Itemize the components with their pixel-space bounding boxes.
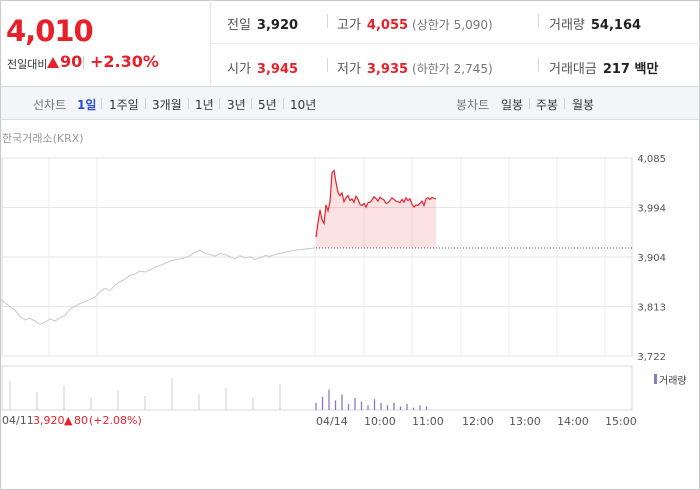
prev-close: 전일 3,920 <box>227 14 298 33</box>
candle-weekly[interactable]: 주봉 <box>536 98 559 112</box>
high-label: 고가 <box>337 18 361 33</box>
x-tick-label: 11:00 <box>412 415 444 428</box>
footer-prev-close: 3,920 <box>33 414 65 427</box>
change-value: 90 <box>60 52 83 71</box>
trade-value-label: 거래대금 <box>549 62 597 77</box>
current-price: 4,010 <box>6 14 94 48</box>
volume: 거래량 54,164 <box>549 14 641 33</box>
chart-toolbar: 선차트 1일 1주일 3개월 1년 3년 5년 10년 봉차트 일봉 주봉 월봉 <box>1 87 699 120</box>
upper-limit: (상한가 5,090) <box>412 18 493 32</box>
up-triangle-icon <box>47 57 59 68</box>
divider <box>283 98 284 109</box>
divider <box>101 98 102 109</box>
volume-label: 거래량 <box>549 18 585 33</box>
trade-value: 거래대금 217 백만 <box>549 58 658 77</box>
data-source: 한국거래소(KRX) <box>2 132 84 145</box>
price-lines <box>0 169 632 325</box>
range-1y[interactable]: 1년 <box>195 98 214 112</box>
volume-bars <box>9 378 428 410</box>
range-1w[interactable]: 1주일 <box>109 98 139 112</box>
trade-value-value: 217 백만 <box>602 62 659 77</box>
prev-day-line <box>0 247 316 325</box>
divider <box>327 14 328 28</box>
y-tick-label: 3,722 <box>637 352 666 363</box>
price-box: 4,010 전일대비 90 +2.30% <box>0 0 211 86</box>
low-price: 저가 3,935 (하한가 2,745) <box>337 58 493 77</box>
open-price: 시가 3,945 <box>227 58 298 77</box>
range-5y[interactable]: 5년 <box>258 98 277 112</box>
x-tick-label: 10:00 <box>364 415 396 428</box>
open-value: 3,945 <box>256 62 299 77</box>
divider <box>251 98 252 109</box>
x-tick-label: 14:00 <box>557 415 589 428</box>
high-value: 4,055 <box>366 18 409 33</box>
divider <box>188 98 189 109</box>
candle-chart-label: 봉차트 <box>456 98 490 112</box>
divider <box>145 98 146 109</box>
prev-close-value: 3,920 <box>256 18 299 33</box>
today-area <box>316 170 436 248</box>
high-price: 고가 4,055 (상한가 5,090) <box>337 14 493 33</box>
divider <box>529 98 530 109</box>
volume-value: 54,164 <box>590 18 642 33</box>
divider <box>219 98 220 109</box>
y-tick-label: 3,994 <box>637 204 666 215</box>
range-3y[interactable]: 3년 <box>227 98 246 112</box>
open-label: 시가 <box>227 62 251 77</box>
divider <box>538 58 539 72</box>
y-axis-ticks: 4,085 3,994 3,904 3,813 3,722 04/14 10:00 11:00… <box>316 154 666 428</box>
volume-legend-label: 거래량 <box>659 376 687 387</box>
footer-change-pct: (+2.08%) <box>89 414 142 427</box>
lower-limit: (하한가 2,745) <box>412 62 493 76</box>
prev-close-label: 전일 <box>227 18 251 33</box>
range-3m[interactable]: 3개월 <box>152 98 182 112</box>
range-10y[interactable]: 10년 <box>290 98 317 112</box>
divider <box>83 56 84 69</box>
x-tick-label: 13:00 <box>509 415 541 428</box>
info-row-2: 시가 3,945 저가 3,935 (하한가 2,745) 거래대금 217 백만 <box>211 44 700 87</box>
candle-monthly[interactable]: 월봉 <box>572 98 595 112</box>
x-tick-label: 12:00 <box>462 415 494 428</box>
today-price-line <box>315 169 437 238</box>
chart-grid <box>1 157 633 411</box>
line-chart-label: 선차트 <box>33 98 67 112</box>
divider <box>564 98 565 109</box>
footer-change: 80 <box>74 414 88 427</box>
range-1d[interactable]: 1일 <box>77 98 97 112</box>
divider <box>327 58 328 72</box>
y-tick-label: 3,904 <box>637 253 666 264</box>
low-value: 3,935 <box>366 62 409 77</box>
footer-up-icon: ▲ <box>64 414 73 427</box>
divider <box>538 14 539 28</box>
volume-legend-icon <box>654 374 657 384</box>
quote-header: 4,010 전일대비 90 +2.30% 전일 3,920 고가 4,055 (상한가… <box>0 0 700 87</box>
x-tick-label: 04/14 <box>316 415 348 428</box>
x-tick-label: 15:00 <box>605 415 637 428</box>
change-label: 전일대비 <box>7 58 48 71</box>
footer-date: 04/11 <box>2 414 34 427</box>
low-label: 저가 <box>337 62 361 77</box>
info-row-1: 전일 3,920 고가 4,055 (상한가 5,090) 거래량 54,164 <box>211 0 700 44</box>
volume-panel <box>1 365 633 411</box>
y-tick-label: 3,813 <box>637 303 666 314</box>
y-tick-label: 4,085 <box>637 154 666 165</box>
candle-daily[interactable]: 일봉 <box>501 98 524 112</box>
change-percent: +2.30% <box>90 52 159 71</box>
